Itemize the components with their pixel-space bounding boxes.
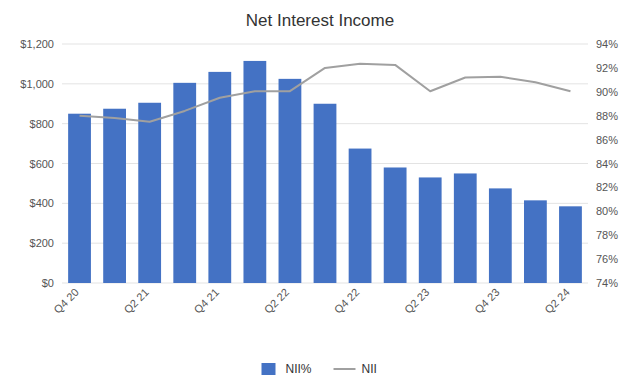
y-tick-label: $200 xyxy=(30,237,54,249)
bar xyxy=(559,206,582,283)
legend-label: NII% xyxy=(286,362,312,376)
y2-tick-label: 84% xyxy=(596,158,618,170)
bar xyxy=(243,61,266,283)
y2-tick-label: 80% xyxy=(596,205,618,217)
bar xyxy=(279,79,302,283)
line xyxy=(80,64,571,122)
y-tick-label: $0 xyxy=(42,277,54,289)
y2-tick-label: 92% xyxy=(596,62,618,74)
chart-svg: Net Interest Income $0 $200 $400 $600 $800 $1,… xyxy=(0,0,640,387)
y2-tick-label: 74% xyxy=(596,277,618,289)
y2-tick-label: 86% xyxy=(596,134,618,146)
bar xyxy=(489,188,512,283)
grid-line xyxy=(62,44,588,45)
bar xyxy=(68,114,91,283)
y2-tick-label: 78% xyxy=(596,229,618,241)
bar xyxy=(384,167,407,283)
legend-label: NII xyxy=(362,362,377,376)
axes: $0 $200 $400 $600 $800 $1,000 $1,200 74% 76% 78% 8… xyxy=(20,38,618,316)
y-tick-label: $800 xyxy=(30,118,54,130)
y-tick-label: $600 xyxy=(30,158,54,170)
plot-data xyxy=(68,61,582,283)
legend: NII% NII xyxy=(262,362,377,376)
bar xyxy=(138,103,161,283)
y2-tick-label: 90% xyxy=(596,86,618,98)
x-tick-label: Q4 21 xyxy=(192,286,222,316)
x-tick-label: Q4 22 xyxy=(332,286,362,316)
legend-swatch xyxy=(262,363,276,375)
y-tick-label: $400 xyxy=(30,197,54,209)
y2-tick-label: 82% xyxy=(596,181,618,193)
chart-title: Net Interest Income xyxy=(246,11,394,30)
bar xyxy=(419,177,442,283)
y-tick-label: $1,200 xyxy=(20,38,54,50)
bar xyxy=(314,104,337,283)
bar xyxy=(103,109,126,283)
bar xyxy=(349,149,372,283)
grid-line xyxy=(62,83,588,84)
y2-tick-label: 88% xyxy=(596,110,618,122)
y2-tick-label: 94% xyxy=(596,38,618,50)
x-tick-label: Q2 24 xyxy=(542,286,572,316)
x-tick-label: Q4 23 xyxy=(472,286,502,316)
bar xyxy=(208,72,231,283)
x-tick-label: Q2 23 xyxy=(402,286,432,316)
x-tick-label: Q4 20 xyxy=(51,286,81,316)
legend-swatch xyxy=(334,368,356,370)
y-tick-label: $1,000 xyxy=(20,78,54,90)
bar xyxy=(454,173,477,283)
y2-tick-label: 76% xyxy=(596,253,618,265)
x-tick-label: Q2 22 xyxy=(262,286,292,316)
chart-container: Net Interest Income $0 $200 $400 $600 $800 $1,… xyxy=(0,0,640,387)
x-tick-label: Q2 21 xyxy=(121,286,151,316)
bar xyxy=(524,200,547,283)
